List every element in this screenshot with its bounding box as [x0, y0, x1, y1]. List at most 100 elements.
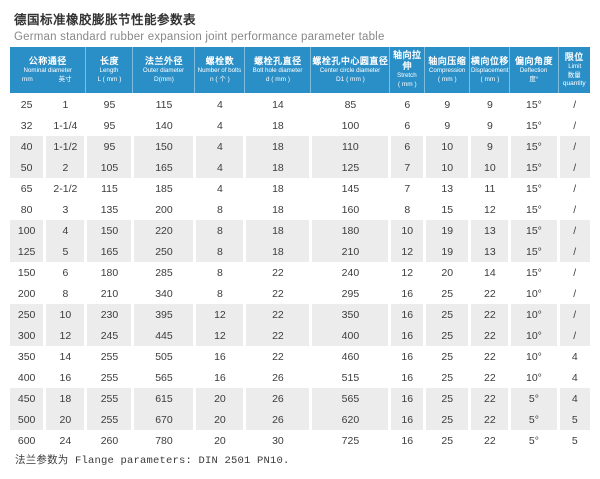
table-cell: 25 — [423, 283, 470, 304]
table-row: 80 3 135 200 8 18 160 8 15 12 15° / — [10, 199, 590, 220]
table-cell: 445 — [131, 325, 195, 346]
table-cell: 22 — [468, 388, 510, 409]
header-label-en: Deflection — [520, 66, 548, 74]
header-label-en: Nominal diameter — [23, 66, 72, 74]
table-cell: 16 — [388, 409, 425, 430]
header-label-en: Length — [99, 66, 119, 74]
table-cell: 245 — [84, 325, 133, 346]
table-cell: 22 — [243, 346, 311, 367]
table-cell: 725 — [309, 430, 390, 451]
table-cell: 150 — [84, 220, 133, 241]
table-cell: 15° — [508, 262, 559, 283]
header-label-cn: 轴向压缩 — [428, 55, 467, 66]
table-cell: 9 — [423, 115, 470, 136]
table-cell: 400 — [309, 325, 390, 346]
table-cell: 30 — [243, 430, 311, 451]
table-cell: 165 — [84, 241, 133, 262]
table-cell: 250 — [10, 304, 45, 325]
table-cell: 20 — [43, 409, 86, 430]
table-cell: 22 — [468, 283, 510, 304]
table-cell: 14 — [43, 346, 86, 367]
table-cell: / — [556, 199, 590, 220]
table-cell: 135 — [84, 199, 133, 220]
table-cell: 6 — [43, 262, 86, 283]
header-label-en: Outer diameter — [143, 66, 185, 74]
table-cell: 16 — [193, 346, 245, 367]
table-cell: 22 — [468, 409, 510, 430]
table-cell: 8 — [193, 283, 245, 304]
header-label-en: Displacement — [471, 66, 509, 74]
table-cell: 18 — [243, 220, 311, 241]
table-cell: 400 — [10, 367, 45, 388]
table-cell: 15° — [508, 94, 559, 115]
table-cell: 22 — [243, 262, 311, 283]
table-cell: 145 — [309, 178, 390, 199]
table-cell: 210 — [309, 241, 390, 262]
header-unit-label: 数量 quantity — [562, 71, 586, 87]
table-cell: 15° — [508, 199, 559, 220]
table-cell: 10 — [423, 136, 470, 157]
title-block: 德国标准橡胶膨胀节性能参数表 German standard rubber ex… — [14, 9, 385, 43]
table-cell: 16 — [388, 430, 425, 451]
table-cell: 16 — [43, 367, 86, 388]
table-cell: / — [556, 262, 590, 283]
table-cell: 5° — [508, 409, 559, 430]
table-cell: 5° — [508, 430, 559, 451]
header-cell-center-circle-diameter: 螺栓孔中心圆直径 Center circle diameter D1 ( mm ) — [310, 47, 390, 95]
table-cell: 10° — [508, 325, 559, 346]
header-cell-stretch: 轴向拉伸 Stretch ( mm ) — [389, 47, 425, 95]
table-cell: 115 — [131, 94, 195, 115]
table-cell: 9 — [468, 115, 510, 136]
table-cell: 6 — [388, 94, 425, 115]
table-cell: 4 — [556, 388, 590, 409]
table-cell: 2-1/2 — [43, 178, 86, 199]
table-cell: 350 — [309, 304, 390, 325]
table-cell: 22 — [468, 430, 510, 451]
table-cell: 22 — [243, 304, 311, 325]
table-row: 65 2-1/2 115 185 4 18 145 7 13 11 15° / — [10, 178, 590, 199]
table-cell: 15° — [508, 115, 559, 136]
table-cell: 200 — [10, 283, 45, 304]
table-cell: 8 — [193, 262, 245, 283]
header-label-cn: 限位 — [564, 51, 584, 62]
table-cell: 25 — [423, 388, 470, 409]
table-cell: 18 — [243, 199, 311, 220]
table-cell: 100 — [10, 220, 45, 241]
table-cell: 22 — [468, 304, 510, 325]
table-cell: 115 — [84, 178, 133, 199]
table-row: 50 2 105 165 4 18 125 7 10 10 15° / — [10, 157, 590, 178]
table-cell: 1-1/2 — [43, 136, 86, 157]
table-cell: 20 — [423, 262, 470, 283]
table-cell: 250 — [131, 241, 195, 262]
table-cell: 50 — [10, 157, 45, 178]
table-cell: 15° — [508, 178, 559, 199]
table-cell: 8 — [193, 220, 245, 241]
table-cell: 10° — [508, 304, 559, 325]
table-row: 40 1-1/2 95 150 4 18 110 6 10 9 15° / — [10, 136, 590, 157]
table-cell: 18 — [43, 388, 86, 409]
table-cell: / — [556, 157, 590, 178]
table-cell: 5 — [556, 430, 590, 451]
table-cell: 26 — [243, 409, 311, 430]
header-label-en: Stretch — [397, 72, 418, 79]
table-cell: 16 — [388, 346, 425, 367]
table-row: 100 4 150 220 8 18 180 10 19 13 15° / — [10, 220, 590, 241]
table-cell: 10° — [508, 346, 559, 367]
table-cell: 85 — [309, 94, 390, 115]
table-cell: 110 — [309, 136, 390, 157]
table-cell: / — [556, 94, 590, 115]
table-cell: 25 — [423, 430, 470, 451]
table-cell: 95 — [84, 94, 133, 115]
header-cell-number-of-bolts: 螺栓数 Number of bolts n ( 个 ) — [194, 47, 245, 95]
header-unit-label: d ( mm ) — [265, 75, 291, 83]
table-cell: 185 — [131, 178, 195, 199]
header-unit-label: mm 英寸 — [10, 76, 85, 84]
table-cell: 210 — [84, 283, 133, 304]
header-unit-sublabel: mm — [21, 75, 33, 83]
header-label-en: Limit — [567, 62, 581, 70]
table-cell: 7 — [388, 157, 425, 178]
table-cell: 16 — [388, 283, 425, 304]
table-cell: 18 — [243, 115, 311, 136]
table-cell: 670 — [131, 409, 195, 430]
header-cell-limit: 限位 Limit 数量 quantity — [557, 47, 590, 95]
